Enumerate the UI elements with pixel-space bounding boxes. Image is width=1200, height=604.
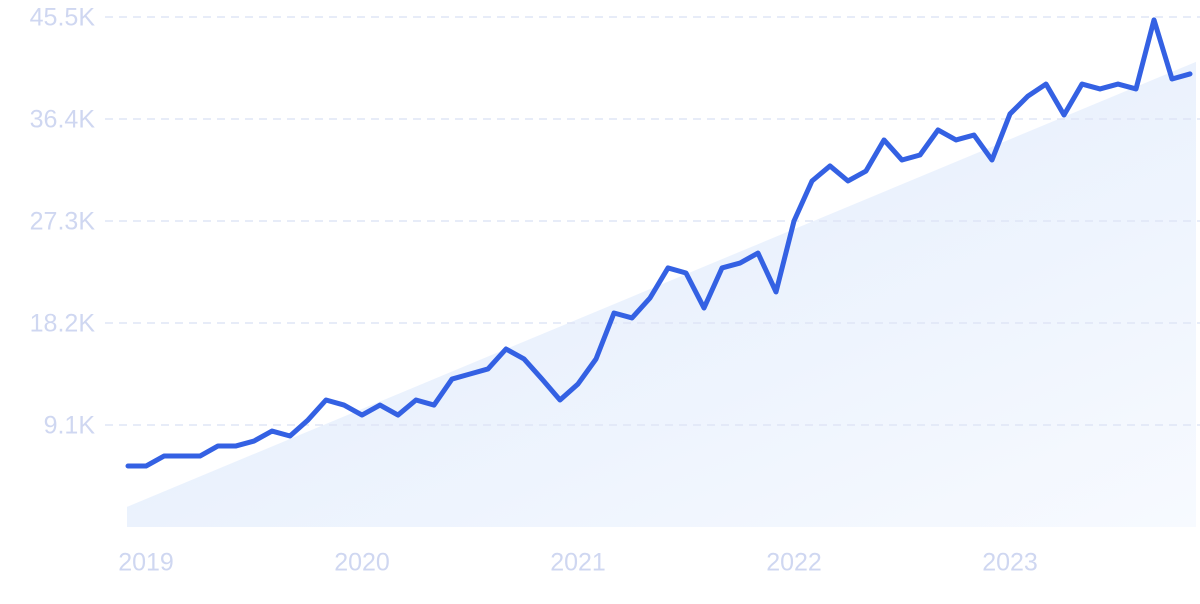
x-tick-label: 2023: [982, 549, 1038, 577]
y-tick-label: 9.1K: [44, 412, 96, 440]
y-tick-label: 27.3K: [30, 208, 96, 236]
y-tick-label: 36.4K: [30, 106, 96, 134]
series-line: [125, 17, 1193, 469]
x-tick-label: 2019: [118, 549, 174, 577]
y-tick-label: 18.2K: [30, 310, 96, 338]
x-tick-label: 2020: [334, 549, 390, 577]
x-tick-label: 2021: [550, 549, 606, 577]
x-tick-label: 2022: [766, 549, 822, 577]
trend-area: [127, 61, 1196, 527]
y-tick-label: 45.5K: [30, 4, 96, 32]
